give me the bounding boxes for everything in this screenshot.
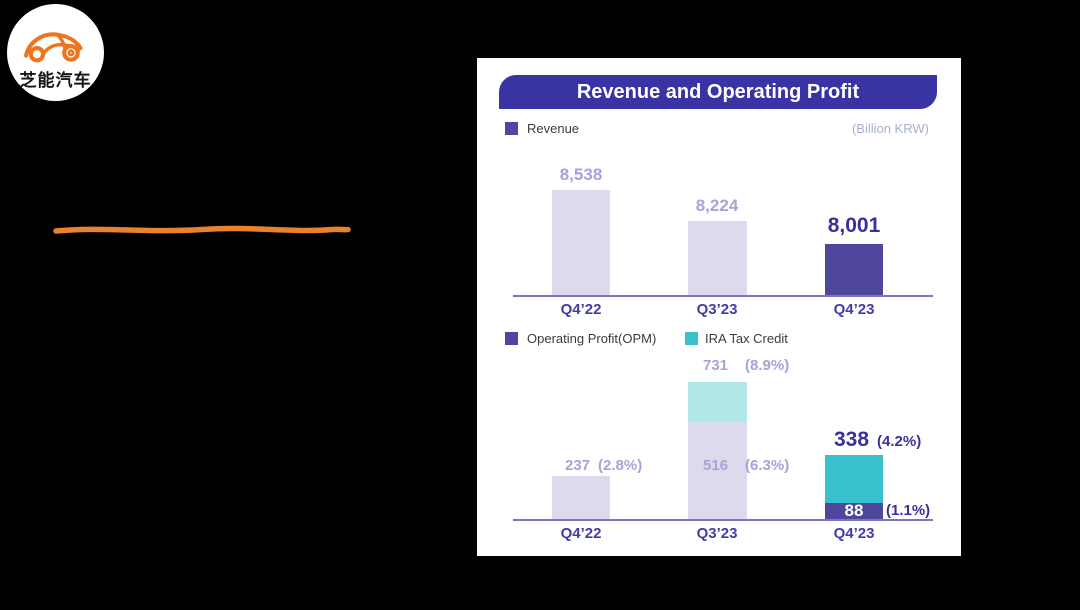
ira-bar-q4-23 — [825, 455, 883, 503]
op-label-q4-22: 237 (2.8%) — [565, 457, 642, 474]
revenue-value-q4-23: 8,001 — [827, 214, 881, 237]
revenue-legend-label: Revenue — [527, 121, 580, 136]
op-total-q4-23: 338 — [834, 428, 870, 451]
revenue-value-q3-23: 8,224 — [695, 196, 739, 215]
revenue-bar-q4-22 — [552, 190, 610, 296]
op-pct-q4-22: (2.8%) — [598, 457, 643, 474]
revenue-value-q4-22: 8,538 — [559, 165, 603, 184]
op-cat-q3-23: Q3’23 — [696, 525, 738, 542]
op-total-label-q4-23: 338 (4.2%) — [834, 428, 921, 452]
op-total-pct-q4-23: (4.2%) — [877, 433, 922, 450]
revenue-axis-line — [513, 295, 933, 297]
ira-legend-swatch — [685, 332, 698, 345]
revenue-cat-q3-23: Q3’23 — [696, 301, 738, 318]
op-cat-q4-23: Q4’23 — [833, 525, 875, 542]
op-total-q3-23: 731 — [703, 357, 729, 374]
revenue-bar-q3-23 — [688, 221, 747, 296]
ira-legend-label: IRA Tax Credit — [705, 331, 788, 346]
op-bar-q4-22 — [552, 476, 610, 520]
chart-title-banner: Revenue and Operating Profit — [499, 75, 937, 109]
op-pct-label-q4-23: (1.1%) — [886, 502, 930, 519]
ira-bar-q3-23 — [688, 382, 747, 422]
op-bar-q3-23 — [688, 422, 747, 520]
car-logo-icon — [24, 32, 83, 63]
unit-label: (Billion KRW) — [851, 121, 929, 136]
op-legend-label: Operating Profit(OPM) — [527, 331, 657, 346]
op-bar-q4-23 — [825, 503, 883, 520]
op-total-label-q3-23: 731 (8.9%) — [703, 357, 789, 374]
revenue-cat-q4-23: Q4’23 — [833, 301, 875, 318]
revenue-legend-swatch — [505, 122, 518, 135]
brand-logo: 芝能汽车 — [7, 4, 104, 101]
op-value-q3-23: 516 — [703, 457, 729, 474]
op-total-pct-q3-23: (8.9%) — [745, 357, 790, 374]
op-value-q4-23: 88 — [844, 501, 864, 520]
op-value-q4-22: 237 — [565, 457, 591, 474]
revenue-bar-q4-23 — [825, 244, 883, 296]
op-label-q3-23: 516 (6.3%) — [703, 457, 789, 474]
revenue-cat-q4-22: Q4’22 — [560, 301, 602, 318]
chart-card: Revenue and Operating Profit Revenue (Bi… — [477, 58, 961, 556]
orange-marker-line — [53, 225, 351, 234]
op-axis-line — [513, 519, 933, 521]
op-pct-q4-23: (1.1%) — [886, 502, 931, 519]
op-cat-q4-22: Q4’22 — [560, 525, 602, 542]
op-legend-swatch — [505, 332, 518, 345]
brand-name: 芝能汽车 — [19, 71, 92, 90]
op-pct-q3-23: (6.3%) — [745, 457, 790, 474]
chart-title: Revenue and Operating Profit — [576, 80, 860, 103]
